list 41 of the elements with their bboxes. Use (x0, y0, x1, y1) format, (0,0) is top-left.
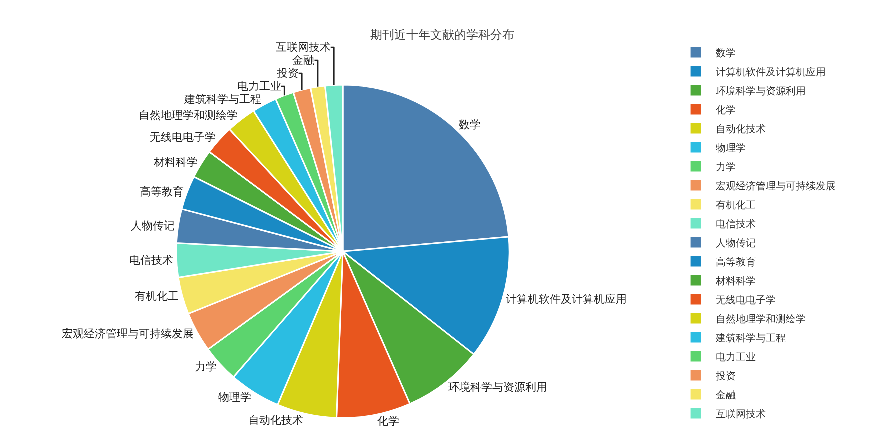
slice-label: 计算机软件及计算机应用 (506, 293, 627, 306)
slice-label: 力学 (194, 360, 217, 374)
slice-label: 高等教育 (140, 185, 184, 198)
legend-label: 数学 (716, 47, 736, 60)
legend-label: 电信技术 (716, 218, 756, 230)
legend-label: 电力工业 (716, 351, 756, 364)
slice-label: 材料科学 (153, 156, 198, 169)
legend-label: 高等教育 (716, 256, 756, 268)
slice-label: 无线电电子学 (150, 130, 216, 144)
slice-label: 电力工业 (237, 80, 282, 94)
legend-label: 计算机软件及计算机应用 (716, 66, 826, 78)
slice-label: 人物传记 (131, 219, 176, 232)
legend-label: 建筑科学与工程 (715, 332, 786, 344)
slice-label: 建筑科学与工程 (183, 93, 262, 106)
legend-label: 人物传记 (716, 237, 756, 250)
slice-label: 数学 (458, 118, 481, 132)
legend-label: 有机化工 (716, 199, 756, 212)
legend-label: 自动化技术 (716, 123, 766, 136)
slice-label: 化学 (377, 415, 400, 428)
chart-title: 期刊近十年文献的学科分布 (370, 28, 514, 42)
legend-label: 自然地理学和测绘学 (716, 313, 806, 326)
slice-label: 物理学 (218, 391, 252, 404)
slice-label: 宏观经济管理与可持续发展 (62, 327, 194, 340)
slice-label: 互联网技术 (276, 41, 331, 54)
legend-label: 材料科学 (715, 275, 756, 288)
slice-label: 金融 (292, 54, 315, 68)
slice-label: 电信技术 (129, 254, 174, 268)
slice-label: 环境科学与资源利用 (448, 380, 548, 394)
legend-label: 环境科学与资源利用 (716, 85, 806, 98)
slice-label: 投资 (276, 67, 299, 80)
slice-label: 有机化工 (135, 290, 180, 304)
legend-label: 宏观经济管理与可持续发展 (716, 180, 836, 192)
legend-label: 化学 (716, 104, 736, 116)
legend-label: 无线电电子学 (716, 294, 776, 306)
legend-label: 金融 (716, 389, 736, 402)
legend-label: 投资 (715, 370, 736, 382)
slice-label: 自动化技术 (248, 414, 304, 427)
slice-label: 自然地理学和测绘学 (139, 109, 238, 122)
legend-label: 互联网技术 (716, 408, 766, 420)
legend-label: 物理学 (716, 142, 746, 154)
legend-label: 力学 (716, 161, 736, 174)
